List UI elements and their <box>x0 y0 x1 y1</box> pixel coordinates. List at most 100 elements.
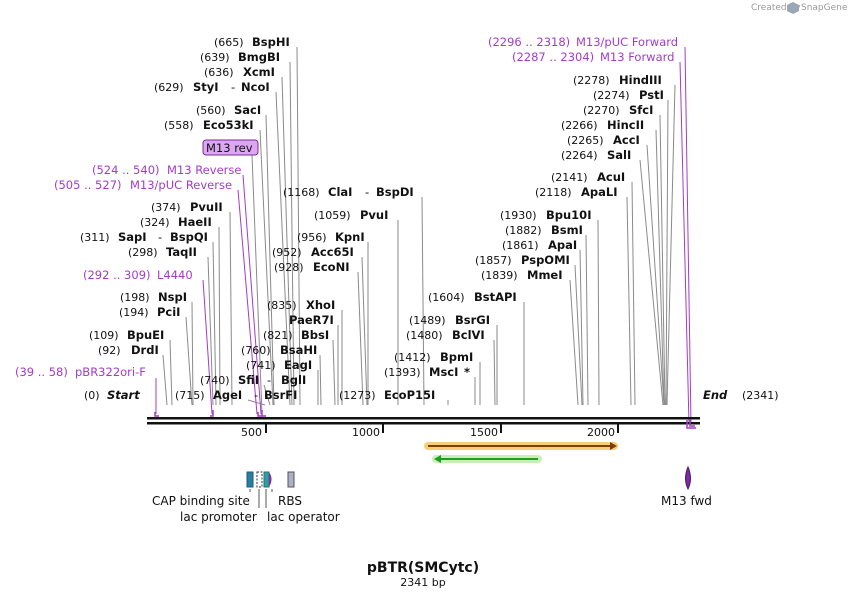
site-BclVI[interactable]: (1480) BclVI <box>406 328 485 342</box>
m13-fwd-glyph[interactable] <box>685 465 691 491</box>
svg-text:HindIII: HindIII <box>619 73 662 87</box>
site-BbsI[interactable]: (821) BbsI <box>263 328 329 342</box>
svg-text:(741): (741) <box>246 359 276 372</box>
svg-text:NcoI: NcoI <box>241 80 270 94</box>
primer-M13-pUC-Reverse[interactable]: (505 .. 527) M13/pUC Reverse <box>54 178 232 192</box>
svg-text:BpuEI: BpuEI <box>127 328 164 342</box>
svg-text:(374): (374) <box>151 201 181 214</box>
site-PvuII[interactable]: (374) PvuII <box>151 200 223 214</box>
plasmid-title: pBTR(SMCytc) <box>367 560 479 576</box>
svg-text:Eco53kI: Eco53kI <box>203 118 254 132</box>
site-BpmI[interactable]: (1412) BpmI <box>394 350 473 364</box>
svg-text:(198): (198) <box>120 291 150 304</box>
site-EagI[interactable]: (741) EagI <box>246 358 312 372</box>
site-BmgBI[interactable]: (639) BmgBI <box>200 50 280 64</box>
svg-text:BspHI: BspHI <box>252 35 290 49</box>
site-MmeI[interactable]: (1839) MmeI <box>481 268 563 282</box>
site-PvuI[interactable]: (1059) PvuI <box>314 208 388 222</box>
svg-text:(2341): (2341) <box>742 389 779 402</box>
ruler-tick-1000: 1000 <box>352 426 380 439</box>
svg-text:PspOMI: PspOMI <box>521 253 570 267</box>
svg-text:(524 .. 540): (524 .. 540) <box>92 163 160 177</box>
svg-text:End: End <box>703 388 728 402</box>
site-AccI[interactable]: (2265) AccI <box>567 133 640 147</box>
svg-text:(629): (629) <box>154 81 184 94</box>
site-XhoI[interactable]: (835) XhoI <box>267 298 335 312</box>
site-Eco53kI[interactable]: (558) Eco53kI <box>164 118 254 132</box>
lac-promoter-glyph[interactable] <box>256 471 263 488</box>
site-BstAPI[interactable]: (1604) BstAPI <box>428 290 517 304</box>
site-ClaI-BspDI[interactable]: (1168) ClaI - BspDI <box>283 185 414 199</box>
svg-text:BsaHI: BsaHI <box>280 343 317 357</box>
site-SapI-BspQI[interactable]: (311) SapI - BspQI <box>80 230 208 244</box>
site-AcuI[interactable]: (2141) AcuI <box>551 170 625 184</box>
site-StyI-NcoI[interactable]: (629) StyI - NcoI <box>154 80 270 94</box>
site-PciI[interactable]: (194) PciI <box>119 305 180 319</box>
orf-arrow[interactable] <box>424 442 618 450</box>
primer-L4440[interactable]: (292 .. 309) L4440 <box>83 268 193 282</box>
m13-rev-box[interactable]: M13 rev <box>202 139 259 156</box>
site-SfcI[interactable]: (2270) SfcI <box>583 103 653 117</box>
credit-brand: SnapGene <box>801 3 848 13</box>
svg-text:BclVI: BclVI <box>452 328 485 342</box>
site-SfiI-BglI[interactable]: (740) SfiI - BglI <box>200 373 306 387</box>
svg-text:BspDI: BspDI <box>376 185 414 199</box>
svg-text:pBR322ori-F: pBR322ori-F <box>75 365 146 379</box>
site-ApaI[interactable]: (1861) ApaI <box>502 238 577 252</box>
site-Acc65I[interactable]: (952) Acc65I <box>272 245 354 259</box>
site-NspI[interactable]: (198) NspI <box>120 290 187 304</box>
site-AgeI-BsrFI[interactable]: (715) AgeI - BsrFI <box>175 388 297 402</box>
site-DrdI[interactable]: (92) DrdI <box>98 343 159 357</box>
site-BspHI[interactable]: (665) BspHI <box>214 35 290 49</box>
rbs-glyph[interactable] <box>287 471 295 488</box>
site-PstI[interactable]: (2274) PstI <box>593 88 664 102</box>
svg-text:(109): (109) <box>89 329 119 342</box>
site-PaeR7I[interactable]: PaeR7I <box>289 313 334 327</box>
svg-text:-: - <box>365 185 369 199</box>
site-TaqII[interactable]: (298) TaqII <box>128 245 197 259</box>
primer-M13-pUC-Forward[interactable]: (2296 .. 2318) M13/pUC Forward <box>488 35 678 49</box>
site-BsmI[interactable]: (1882) BsmI <box>505 223 583 237</box>
site-ApaLI[interactable]: (2118) ApaLI <box>535 185 618 199</box>
site-HincII[interactable]: (2266) HincII <box>561 118 644 132</box>
svg-text:(740): (740) <box>200 374 230 387</box>
site-HaeII[interactable]: (324) HaeII <box>140 215 212 229</box>
site-BsrGI[interactable]: (1489) BsrGI <box>409 313 490 327</box>
primer-M13-Reverse[interactable]: (524 .. 540) M13 Reverse <box>92 163 241 177</box>
svg-text:MscI: MscI <box>429 365 458 379</box>
svg-text:(928): (928) <box>274 261 304 274</box>
svg-text:SfiI: SfiI <box>238 373 259 387</box>
primer-pBR322ori-F[interactable]: (39 .. 58) pBR322ori-F <box>15 365 146 379</box>
site-BpuEI[interactable]: (109) BpuEI <box>89 328 164 342</box>
svg-text:(1393): (1393) <box>384 366 421 379</box>
svg-text:HaeII: HaeII <box>178 215 212 229</box>
site-SalI[interactable]: (2264) SalI <box>561 148 631 162</box>
dna-backbone <box>147 417 700 425</box>
lac-operator-glyph[interactable] <box>263 471 272 488</box>
cap-binding-site-glyph[interactable] <box>246 471 254 488</box>
svg-text:(505 .. 527): (505 .. 527) <box>54 178 122 192</box>
site-MscI[interactable]: (1393) MscI * <box>384 365 470 379</box>
site-HindIII[interactable]: (2278) HindIII <box>573 73 662 87</box>
svg-text:BspQI: BspQI <box>170 230 208 244</box>
site-EcoNI[interactable]: (928) EcoNI <box>274 260 349 274</box>
primer-M13-Forward[interactable]: (2287 .. 2304) M13 Forward <box>512 50 674 64</box>
site-KpnI[interactable]: (956) KpnI <box>297 230 365 244</box>
reverse-feature-arrow[interactable] <box>432 455 542 463</box>
site-BsaHI[interactable]: (760) BsaHI <box>241 343 317 357</box>
site-Bpu10I[interactable]: (1930) Bpu10I <box>500 208 591 222</box>
site-XcmI[interactable]: (636) XcmI <box>204 65 275 79</box>
svg-text:(0): (0) <box>84 389 100 402</box>
svg-text:SfcI: SfcI <box>629 103 653 117</box>
svg-text:(194): (194) <box>119 306 149 319</box>
feature-label-lac-operator: lac operator <box>267 510 340 524</box>
ruler: 500 1000 1500 2000 <box>241 424 619 439</box>
site-PspOMI[interactable]: (1857) PspOMI <box>475 253 570 267</box>
svg-text:(1480): (1480) <box>406 329 443 342</box>
svg-text:KpnI: KpnI <box>335 230 365 244</box>
svg-text:M13 rev: M13 rev <box>206 141 253 155</box>
site-SacI[interactable]: (560) SacI <box>196 103 261 117</box>
site-EcoP15I[interactable]: (1273) EcoP15I <box>339 388 435 402</box>
svg-text:(2141): (2141) <box>551 171 588 184</box>
